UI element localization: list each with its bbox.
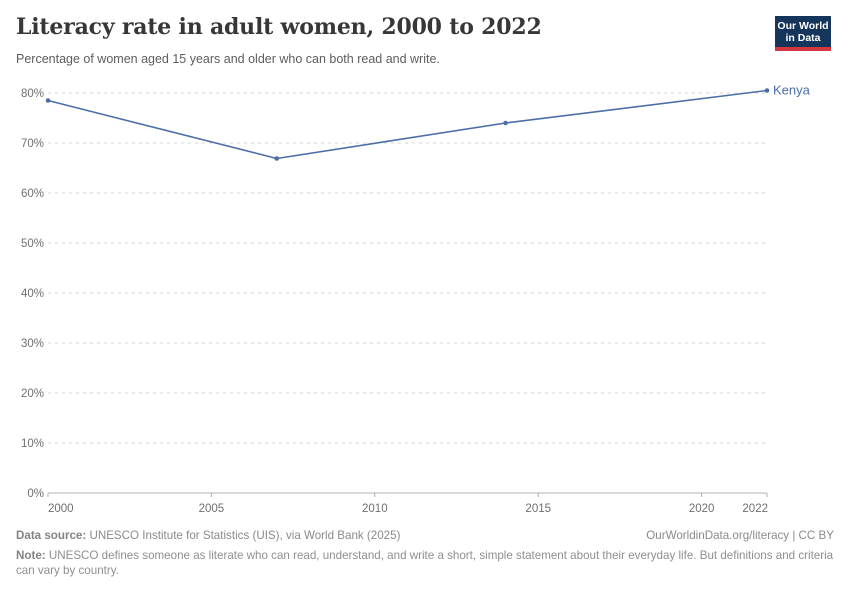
x-tick-label-2020: 2020 <box>689 503 715 515</box>
owid-logo-text-line2: in Data <box>785 32 821 44</box>
x-tick-label-2022: 2022 <box>742 503 768 515</box>
chart-note: Note: UNESCO defines someone as literate… <box>16 549 834 577</box>
y-tick-label-50: 50% <box>21 238 44 250</box>
chart-footer: Data source: UNESCO Institute for Statis… <box>16 528 834 578</box>
y-tick-label-20: 20% <box>21 388 44 400</box>
y-tick-label-70: 70% <box>21 138 44 150</box>
line-chart: 0% 10% 20% 30% 40% 50% 60% 70% 80% 2000 2005 2010 20… <box>21 83 811 515</box>
note-label: Note: <box>16 549 46 562</box>
x-tick-label-2005: 2005 <box>199 503 225 515</box>
data-point-kenya-2014 <box>503 120 508 126</box>
data-line-kenya <box>47 89 768 160</box>
y-tick-label-40: 40% <box>21 288 44 300</box>
entity-label-kenya: Kenya <box>773 83 811 98</box>
y-tick-label-10: 10% <box>21 438 44 450</box>
y-tick-label-0: 0% <box>27 488 44 500</box>
owid-logo-text-line1: Our World <box>777 20 829 32</box>
owid-logo: Our World in Data <box>775 16 831 51</box>
page-title: Literacy rate in adult women, 2000 to 20… <box>16 14 542 40</box>
x-tick-label-2015: 2015 <box>525 503 551 515</box>
y-tick-label-60: 60% <box>21 188 44 200</box>
x-tick-label-2010: 2010 <box>362 503 388 515</box>
data-point-kenya-2007 <box>274 156 280 161</box>
data-source-text: Data source: UNESCO Institute for Statis… <box>16 529 401 542</box>
y-tick-label-30: 30% <box>21 338 44 350</box>
owid-license-link[interactable]: OurWorldinData.org/literacy | CC BY <box>646 529 834 542</box>
data-point-kenya-2022 <box>764 88 770 93</box>
data-source-label: Data source: <box>16 529 87 542</box>
data-point-kenya-2000 <box>45 98 51 103</box>
chart-subtitle: Percentage of women aged 15 years and ol… <box>16 52 440 66</box>
x-tick-label-2000: 2000 <box>48 503 74 515</box>
y-tick-label-80: 80% <box>21 88 44 100</box>
